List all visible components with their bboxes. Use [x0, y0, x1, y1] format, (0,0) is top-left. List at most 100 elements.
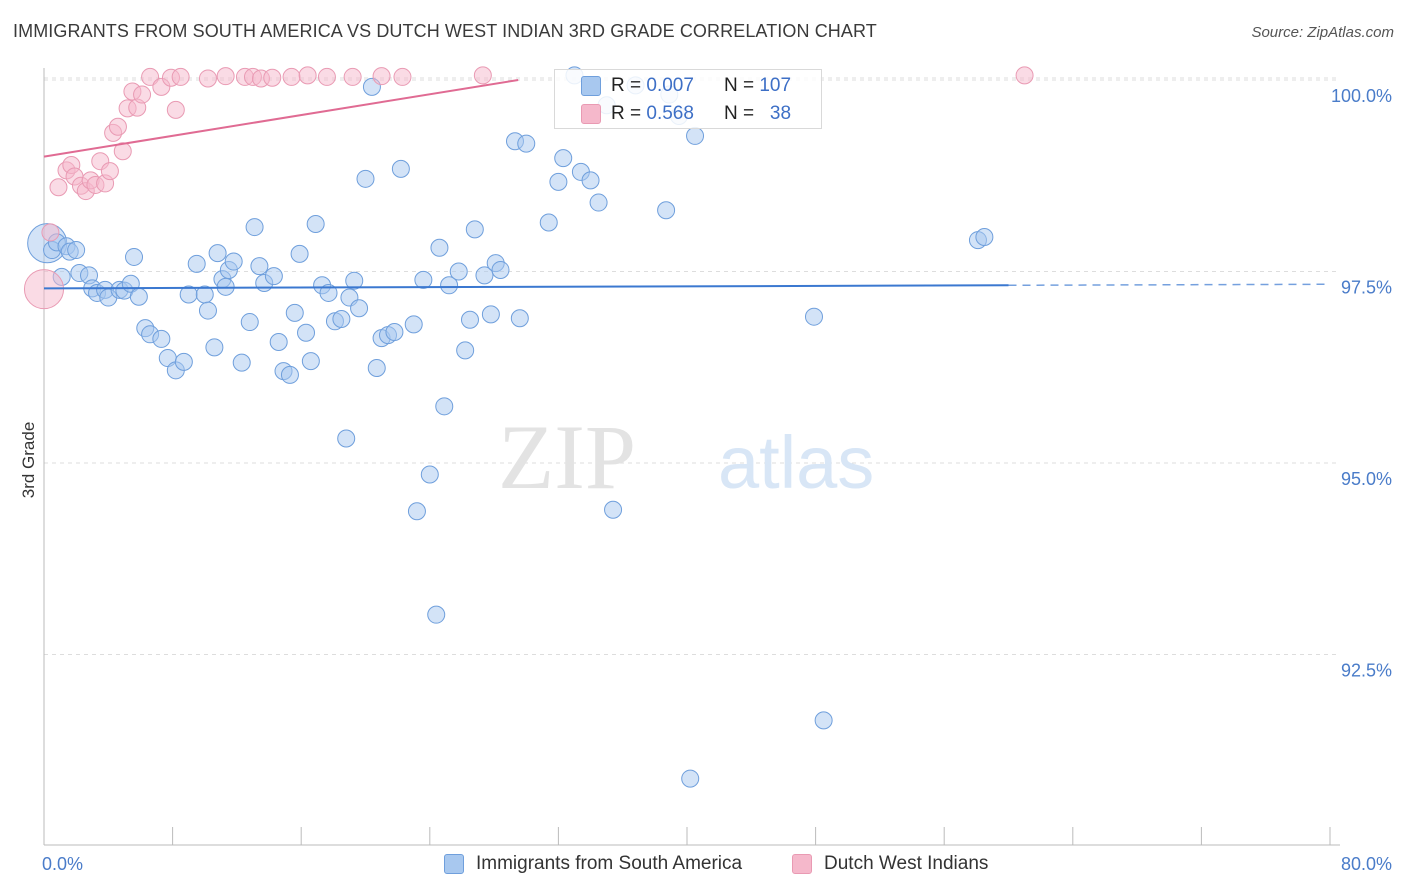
y-tick-label: 92.5%: [1341, 661, 1392, 681]
r-label: R =: [611, 75, 642, 96]
stats-row-pink: R = 0.568 N = 38: [555, 100, 791, 128]
data-point: [517, 134, 536, 153]
data-point: [187, 254, 206, 273]
data-point: [975, 228, 994, 247]
data-point: [290, 244, 309, 263]
data-point: [250, 257, 269, 276]
data-point: [245, 218, 264, 237]
data-point: [391, 159, 410, 178]
data-point: [510, 309, 529, 328]
trend-line-blue: [43, 284, 1009, 290]
axes: [43, 68, 1340, 846]
data-point: [113, 142, 132, 161]
data-point: [539, 213, 558, 232]
data-point: [198, 69, 217, 88]
data-point: [332, 309, 351, 328]
data-point: [491, 260, 510, 279]
watermark-zip: ZIP: [498, 406, 636, 508]
data-point: [427, 605, 446, 624]
data-point: [681, 769, 700, 788]
data-point: [216, 67, 235, 86]
data-point: [298, 66, 317, 85]
data-point: [205, 338, 224, 357]
data-point: [306, 215, 325, 234]
data-point: [345, 271, 364, 290]
data-point: [407, 502, 426, 521]
data-point: [49, 178, 68, 197]
x-tick-label: 0.0%: [42, 854, 83, 874]
data-point: [343, 67, 362, 86]
legend-item-blue[interactable]: Immigrants from South America: [444, 853, 742, 875]
data-point: [554, 149, 573, 168]
data-point: [337, 429, 356, 448]
data-point: [240, 313, 259, 332]
y-tick-label: 100.0%: [1331, 86, 1392, 106]
data-point: [141, 67, 160, 86]
data-point: [317, 67, 336, 86]
n-label: N =: [723, 103, 755, 124]
r-value-pink: 0.568: [646, 103, 694, 124]
data-point: [814, 711, 833, 730]
stats-legend: R = 0.007 N = 107 R = 0.568 N = 38: [554, 69, 822, 129]
data-point: [133, 85, 152, 104]
data-point: [549, 172, 568, 191]
data-point: [174, 352, 193, 371]
watermark-atlas: atlas: [718, 421, 874, 504]
data-point: [657, 201, 676, 220]
data-point: [108, 117, 127, 136]
data-point: [367, 359, 386, 378]
data-point: [198, 301, 217, 320]
data-point: [686, 126, 705, 145]
data-point: [440, 276, 459, 295]
n-label: N =: [723, 75, 755, 96]
legend-swatch-pink: [792, 854, 812, 874]
data-point: [430, 238, 449, 257]
data-point: [481, 305, 500, 324]
data-point: [125, 247, 144, 266]
legend-swatch-blue: [444, 854, 464, 874]
chart-title: IMMIGRANTS FROM SOUTH AMERICA VS DUTCH W…: [13, 21, 877, 41]
trend-lines: [43, 79, 1331, 290]
data-point: [350, 299, 369, 318]
r-value-blue: 0.007: [646, 75, 694, 96]
y-tick-label: 95.0%: [1341, 469, 1392, 489]
r-label: R =: [611, 103, 642, 124]
data-point: [456, 341, 475, 360]
data-point: [804, 307, 823, 326]
data-point: [435, 397, 454, 416]
source-label: Source: ZipAtlas.com: [1251, 24, 1394, 41]
watermark: ZIP atlas: [498, 406, 874, 508]
pink-swatch: [581, 104, 601, 124]
data-point: [449, 262, 468, 281]
x-tick-label: 80.0%: [1341, 854, 1392, 874]
stats-row-blue: R = 0.007 N = 107: [555, 72, 791, 100]
data-point: [100, 162, 119, 181]
data-point: [282, 67, 301, 86]
data-point: [604, 500, 623, 519]
series-dutch-west-indians: [23, 66, 1034, 310]
data-point: [264, 267, 283, 286]
blue-swatch: [581, 76, 601, 96]
data-point: [589, 193, 608, 212]
axis-labels: 100.0% 97.5% 95.0% 92.5% 0.0% 80.0% 3rd Grade: [19, 86, 1392, 874]
data-point: [208, 244, 227, 263]
data-point: [301, 352, 320, 371]
data-point: [297, 323, 316, 342]
data-point: [280, 365, 299, 384]
legend-label-blue: Immigrants from South America: [476, 853, 743, 874]
data-point: [404, 315, 423, 334]
data-point: [41, 223, 60, 242]
data-point: [1015, 66, 1034, 85]
data-point: [269, 332, 288, 351]
data-point: [224, 252, 243, 271]
data-point: [475, 266, 494, 285]
legend-label-pink: Dutch West Indians: [824, 853, 989, 874]
data-point: [393, 67, 412, 86]
data-point: [372, 67, 391, 86]
data-point: [285, 303, 304, 322]
y-tick-label: 97.5%: [1341, 278, 1392, 298]
data-point: [356, 169, 375, 188]
series-immigrants-south-america: [27, 66, 994, 788]
legend-item-pink[interactable]: Dutch West Indians: [792, 853, 988, 875]
data-point: [420, 465, 439, 484]
